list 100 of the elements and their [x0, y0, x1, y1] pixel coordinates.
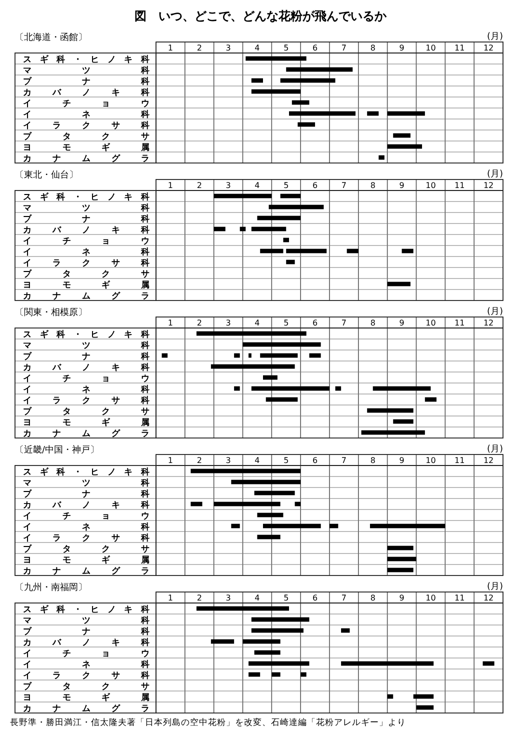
- y-tick-label: マツ科: [23, 202, 150, 214]
- text: 〔関東・相模原〕: [15, 307, 87, 318]
- y-tick-label: ヨモギ属: [23, 416, 150, 428]
- x-tick-label: 4: [254, 180, 260, 190]
- bar: [387, 282, 410, 286]
- bar: [254, 490, 295, 496]
- x-tick-label: 12: [483, 180, 494, 190]
- x-tick-label: 7: [341, 456, 347, 465]
- chart-title: 図 いつ、どこで、どんな花粉が飛んでいるか: [134, 9, 388, 23]
- x-tick-label: 8: [370, 318, 376, 328]
- x-tick-label: 5: [284, 43, 289, 52]
- y-tick-label: ブナ科: [23, 213, 150, 224]
- bar: [251, 386, 330, 391]
- y-tick-label: カバノキ科: [23, 86, 150, 98]
- bar: [289, 111, 356, 116]
- bar: [266, 397, 298, 402]
- x-tick-label: 10: [426, 593, 436, 602]
- bar: [268, 204, 324, 210]
- y-tick-label: イラクサ科: [23, 670, 150, 681]
- x-tick-label: 7: [341, 180, 347, 190]
- y-tick-label: ブタクサ: [23, 268, 150, 280]
- x-tick-label: 12: [483, 593, 494, 602]
- bar: [300, 672, 306, 677]
- x-tick-label: 6: [312, 43, 318, 52]
- y-tick-label: イラクサ科: [23, 120, 150, 131]
- bar: [387, 546, 414, 550]
- bar: [361, 430, 425, 435]
- x-tick-label: 4: [254, 43, 260, 52]
- x-tick-label: 4: [254, 593, 260, 602]
- y-tick-label: イネ科: [23, 658, 150, 670]
- y-tick-label: イチョウ: [23, 98, 150, 109]
- bar: [482, 661, 494, 666]
- y-tick-label: スギ科・ヒノキ科: [23, 466, 150, 478]
- y-tick-label: カナムグラ: [23, 702, 150, 714]
- bar: [298, 122, 316, 127]
- bar: [248, 353, 252, 358]
- bar: [251, 617, 310, 622]
- bar: [393, 419, 414, 424]
- text: 長野準・勝田満江・信太隆夫著「日本列島の空中花粉」を改変、石崎達編「花粉アレルギー」より: [10, 717, 406, 728]
- y-tick-label: カナムグラ: [23, 290, 150, 302]
- y-tick-label: スギ科・ヒノキ科: [23, 328, 150, 340]
- y-tick-label: マツ科: [23, 477, 150, 488]
- bar: [262, 375, 278, 380]
- x-tick-label: 10: [426, 318, 436, 328]
- x-tick-label: 1: [168, 43, 174, 52]
- x-axis-title: (月): [486, 307, 503, 317]
- x-tick-label: 1: [168, 593, 174, 602]
- bar: [262, 524, 321, 528]
- y-tick-label: ブナ科: [23, 350, 150, 362]
- y-tick-label: カバノキ科: [23, 499, 150, 510]
- bar: [231, 480, 301, 484]
- x-tick-label: 11: [454, 456, 465, 465]
- y-tick-label: イネ科: [23, 108, 150, 120]
- y-tick-label: ヨモギ属: [23, 692, 150, 703]
- bar: [190, 468, 301, 474]
- bar: [367, 111, 379, 116]
- y-tick-label: マツ科: [23, 340, 150, 351]
- bar: [393, 133, 410, 138]
- bar: [286, 260, 295, 264]
- x-tick-label: 10: [426, 43, 436, 52]
- bar: [387, 568, 414, 572]
- y-tick-label: イネ科: [23, 246, 150, 258]
- x-tick-label: 12: [483, 43, 494, 52]
- x-tick-label: 8: [370, 456, 376, 465]
- bar: [257, 512, 284, 518]
- bar: [196, 606, 290, 611]
- bar: [210, 639, 234, 644]
- bar: [257, 216, 301, 220]
- x-tick-label: 7: [341, 318, 347, 328]
- y-tick-label: ブタクサ: [23, 406, 150, 417]
- x-tick-label: 3: [226, 43, 231, 52]
- bar: [413, 694, 434, 699]
- text: 〔近畿/中国・神戸〕: [15, 444, 100, 456]
- y-tick-label: イチョウ: [23, 511, 150, 522]
- text: 〔東北・仙台〕: [15, 170, 78, 180]
- y-tick-label: マツ科: [23, 614, 150, 626]
- bar: [292, 100, 310, 105]
- y-tick-label: ブタクサ: [23, 543, 150, 554]
- x-axis-title: (月): [486, 444, 503, 454]
- x-tick-label: 3: [226, 593, 231, 602]
- bar: [424, 397, 436, 402]
- y-tick-label: カナムグラ: [23, 565, 150, 576]
- y-tick-label: ブタクサ: [23, 130, 150, 142]
- x-tick-label: 1: [168, 318, 174, 328]
- x-tick-label: 3: [226, 456, 231, 465]
- y-tick-label: ブナ科: [23, 626, 150, 637]
- y-tick-label: ブナ科: [23, 76, 150, 87]
- x-tick-label: 9: [399, 456, 404, 465]
- bar: [242, 342, 321, 347]
- x-tick-label: 8: [370, 43, 376, 52]
- x-tick-label: 8: [370, 180, 376, 190]
- x-tick-label: 2: [196, 180, 202, 190]
- x-tick-label: 9: [399, 593, 404, 602]
- bar: [190, 502, 202, 506]
- y-tick-label: カバノキ科: [23, 224, 150, 236]
- bar: [231, 524, 240, 528]
- y-tick-label: スギ科・ヒノキ科: [23, 54, 150, 65]
- x-tick-label: 11: [454, 318, 465, 328]
- bar: [378, 155, 384, 160]
- y-tick-label: ヨモギ属: [23, 554, 150, 566]
